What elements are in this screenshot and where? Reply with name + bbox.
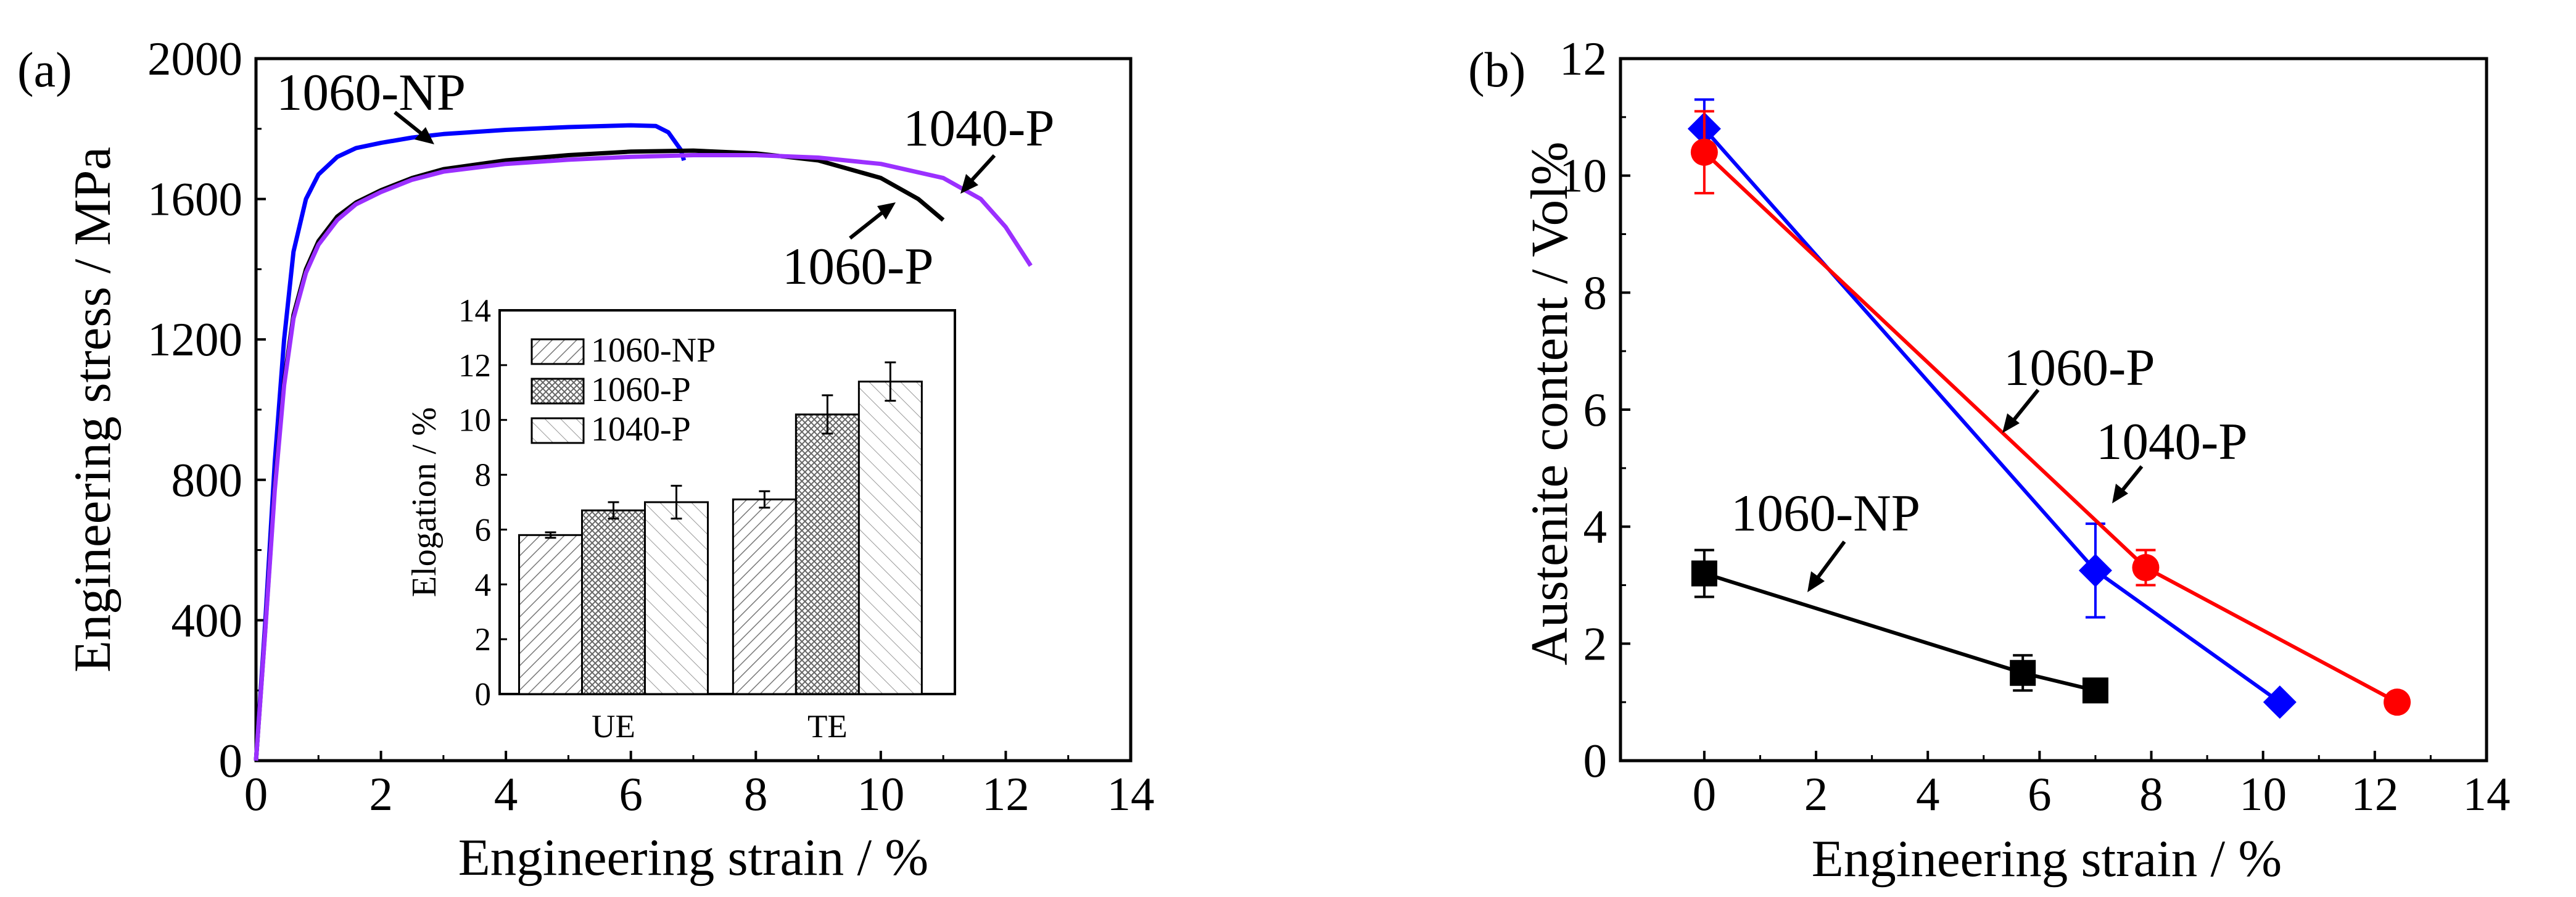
inset-legend-label-1040-p: 1040-P [591,410,691,448]
panel-a-x-tick-label-1: 2 [369,767,393,821]
panel-a-y-tick-label-0: 0 [219,734,243,787]
panel-b-point-1040-p-0 [1690,138,1718,166]
inset-y-tick-label-2: 4 [475,567,492,603]
inset-x-category-label-1: TE [807,709,848,745]
panel-b-y-axis-title: Austenite content / Vol% [1521,141,1579,665]
panel-b-arrow-1060-p [2010,389,2040,423]
inset-legend: 1060-NP 1060-P 1040-P [530,331,716,448]
panel-b-y-tick-label-4: 8 [1583,266,1608,319]
panel-a-arrowhead-1060-np [415,127,434,144]
panel-b-series-line-1040-p [1703,151,2398,704]
panel-b-point-1040-p-2 [2384,688,2411,716]
panel-b-y-tick-label-0: 0 [1583,734,1608,787]
inset-legend-label-1060-p: 1060-P [591,371,691,409]
panel-a-x-axis-title: Engineering strain / % [458,829,928,887]
panel-a-annotation-1060-np: 1060-NP [276,64,466,122]
panel-a-y-axis-title: Engineering stress / MPa [64,147,122,672]
panel-a-label: (a) [17,43,72,97]
panel-b-y-tick-label-3: 6 [1583,383,1608,436]
panel-b-x-tick-label-1: 2 [1804,767,1828,821]
panel-a-y-tick-label-4: 1600 [147,173,242,226]
panel-a-axis-ticks: 0 2 4 6 8 10 12 14 0 400 800 1200 1600 2000 [147,32,1155,821]
panel-a-arrow-1040-p [967,154,996,186]
inset-bar-te-1060-p [795,413,860,695]
inset-y-tick-label-1: 2 [475,622,492,658]
panel-a-y-tick-label-1: 400 [171,593,243,647]
panel-b-point-1060-np-0 [1691,560,1717,587]
panel-b-x-axis-title: Engineering strain / % [1812,830,2282,888]
panel-b-x-tick-label-0: 0 [1693,767,1717,821]
panel-a-inset-chart: 0 2 4 6 8 10 12 14 UE TE Elogation / % 1060-NP 10… [405,293,956,745]
panel-b-label: (b) [1468,43,1525,97]
panel-b-point-1060-np-1 [2010,659,2036,686]
panel-b-point-1040-p-1 [2132,554,2160,582]
panel-a-annotation-1060-p: 1060-P [782,238,934,296]
inset-legend-swatch-1040-p [530,417,585,444]
panel-b-annotation-1060-np: 1060-NP [1731,484,1920,542]
panel-b-point-1060-p-1 [2078,553,2112,587]
inset-y-axis-title: Elogation / % [405,407,444,597]
panel-b-y-tick-label-2: 4 [1583,500,1608,553]
inset-y-tick-label-6: 12 [458,348,491,384]
panel-a-series-group [254,123,1033,761]
inset-bar-ue-1060-np [518,534,583,695]
panel-a: (a) 0 2 4 6 8 10 12 14 0 400 800 1200 1600 2000 Engin… [17,32,1155,887]
panel-a-x-tick-label-3: 6 [619,767,643,821]
inset-y-tick-label-7: 14 [458,293,491,329]
panel-a-x-tick-label-7: 14 [1107,767,1155,821]
inset-bar-ue-1060-p [581,509,646,695]
panel-b-y-tick-label-6: 12 [1559,32,1607,85]
panel-b-arrow-1060-np [1814,540,1846,581]
inset-bar-te-1060-np [732,498,797,695]
panel-b-x-tick-label-7: 14 [2463,767,2511,821]
panel-b-x-tick-label-4: 8 [2139,767,2163,821]
panel-b-x-tick-label-3: 6 [2028,767,2052,821]
inset-legend-label-1060-np: 1060-NP [591,331,716,370]
panel-b-y-tick-label-1: 2 [1583,617,1608,670]
panel-b: (b) 0 2 4 6 8 10 12 14 0 2 4 6 8 10 12 Engineering str… [1468,32,2511,888]
panel-b-y-tick-label-5: 10 [1559,149,1607,202]
panel-b-arrow-1040-p [2119,465,2144,494]
inset-legend-swatch-1060-p [530,378,585,405]
panel-b-arrowhead-1060-p [2002,413,2020,433]
panel-a-x-tick-label-2: 4 [494,767,518,821]
panel-a-x-tick-label-6: 12 [982,767,1030,821]
panel-a-x-tick-label-4: 8 [744,767,768,821]
panel-b-series-line-1060-np [1704,571,2096,693]
panel-a-arrow-1060-p [849,208,887,240]
panel-b-arrowhead-1040-p [2112,484,2128,503]
inset-x-category-label-0: UE [592,709,635,745]
panel-b-x-tick-label-2: 4 [1916,767,1940,821]
panel-b-series-group [1687,98,2411,719]
panel-a-arrowhead-1040-p [960,174,978,194]
inset-y-tick-label-4: 8 [475,458,492,494]
panel-b-point-1060-p-2 [2263,685,2297,719]
inset-axis-ticks: 0 2 4 6 8 10 12 14 UE TE [458,293,848,745]
panel-a-series-line-1060-np [254,123,687,761]
panel-a-arrowhead-1060-p [877,202,896,220]
panel-a-y-tick-label-5: 2000 [147,32,242,85]
panel-b-annotation-1060-p: 1060-P [2004,339,2155,397]
inset-legend-swatch-1060-np [530,338,585,365]
inset-y-tick-label-3: 6 [475,512,492,548]
panel-b-x-tick-label-6: 12 [2351,767,2398,821]
panel-a-y-tick-label-3: 1200 [147,313,242,366]
panel-b-plot-frame [1619,57,2488,763]
inset-y-tick-label-5: 10 [458,403,491,439]
panel-b-arrowhead-1060-np [1807,571,1825,592]
inset-bar-te-1040-p [857,381,923,695]
panel-a-series-line-1040-p [254,153,1033,761]
panel-a-x-tick-label-5: 10 [857,767,904,821]
panel-b-annotation-1040-p: 1040-P [2096,413,2248,471]
panel-a-x-tick-label-0: 0 [244,767,268,821]
panel-a-y-tick-label-2: 800 [171,453,243,506]
panel-a-annotation-1040-p: 1040-P [903,99,1055,157]
inset-y-tick-label-0: 0 [475,677,492,713]
panel-b-axis-ticks: 0 2 4 6 8 10 12 14 0 2 4 6 8 10 12 [1559,32,2511,821]
inset-bar-ue-1040-p [644,501,709,695]
inset-bars-group [518,361,923,695]
panel-b-point-1060-np-2 [2082,677,2108,704]
panel-b-x-tick-label-5: 10 [2239,767,2287,821]
